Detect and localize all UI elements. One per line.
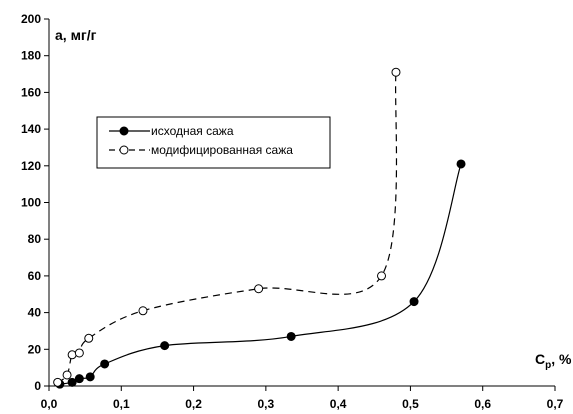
- x-axis-label: Cp, %: [535, 351, 572, 371]
- point-modified: [62, 370, 72, 380]
- point-modified: [377, 271, 387, 281]
- y-tick-label: 200: [21, 12, 41, 26]
- series-line-original: [59, 163, 462, 385]
- point-original: [67, 377, 77, 387]
- x-axis-label-unit: , %: [551, 351, 572, 367]
- point-modified: [254, 284, 264, 294]
- point-original: [85, 372, 95, 382]
- legend-marker-modified: [119, 145, 129, 155]
- y-tick-label: 40: [28, 306, 42, 320]
- x-tick-label: 0,5: [402, 397, 419, 411]
- series-line-modified: [57, 72, 398, 383]
- point-modified: [391, 67, 401, 77]
- point-original: [456, 159, 466, 169]
- y-axis-label: a, мг/г: [55, 27, 97, 43]
- legend-marker-original: [119, 126, 129, 136]
- x-axis-label-main: C: [535, 351, 545, 367]
- x-tick-label: 0,7: [547, 397, 564, 411]
- series-layer: [53, 67, 466, 389]
- x-axis-label-sub: p: [545, 360, 551, 371]
- x-tick-label: 0,1: [113, 397, 130, 411]
- legend-label-modified: модифицированная сажа: [151, 143, 293, 157]
- y-tick-label: 0: [34, 379, 41, 393]
- point-original: [286, 331, 296, 341]
- point-original: [100, 359, 110, 369]
- y-tick-label: 120: [21, 159, 41, 173]
- y-tick-label: 160: [21, 85, 41, 99]
- legend-box: [96, 116, 331, 169]
- x-tick-label: 0,6: [474, 397, 491, 411]
- y-tick-label: 20: [28, 342, 42, 356]
- legend: исходная сажа модифицированная сажа: [96, 116, 331, 169]
- x-tick-label: 0,4: [330, 397, 347, 411]
- x-tick-label: 0,3: [258, 397, 275, 411]
- point-original: [160, 341, 170, 351]
- point-modified: [53, 377, 63, 387]
- point-modified: [67, 350, 77, 360]
- x-tick-label: 0,0: [41, 397, 58, 411]
- point-original: [409, 297, 419, 307]
- x-tick-label: 0,2: [185, 397, 202, 411]
- y-tick-label: 80: [28, 232, 42, 246]
- point-modified: [138, 306, 148, 316]
- point-modified: [74, 348, 84, 358]
- point-modified: [84, 333, 94, 343]
- y-tick-label: 180: [21, 49, 41, 63]
- axes: 0,0 0,1 0,2 0,3 0,4 0,5 0,6 0,7 0 20 40 60 80 100 120 1…: [21, 12, 564, 411]
- y-tick-label: 60: [28, 269, 42, 283]
- y-tick-label: 100: [21, 196, 41, 210]
- legend-label-original: исходная сажа: [151, 124, 234, 138]
- y-tick-label: 140: [21, 122, 41, 136]
- point-original: [74, 374, 84, 384]
